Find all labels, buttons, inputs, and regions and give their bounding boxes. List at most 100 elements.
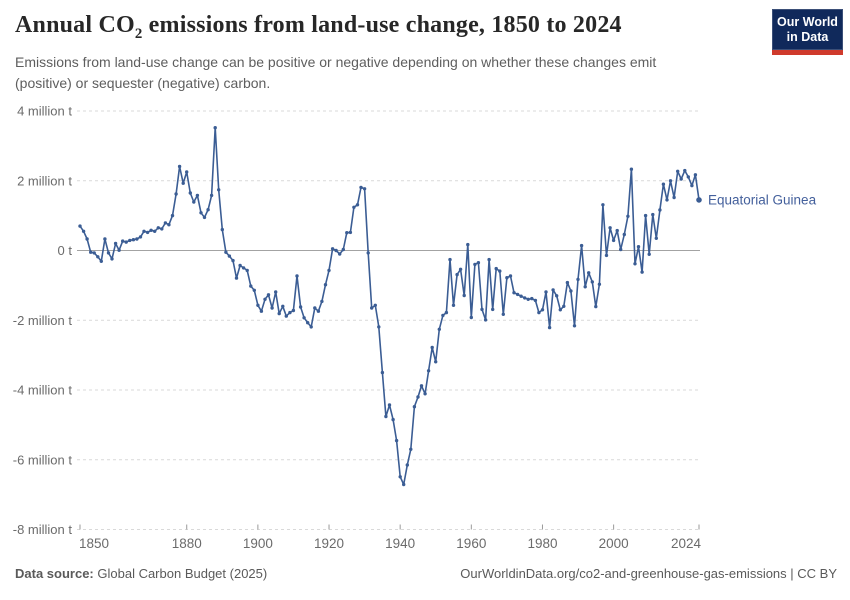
data-source: Data source: Global Carbon Budget (2025) xyxy=(15,566,267,581)
data-point-marker xyxy=(633,262,637,266)
data-point-marker xyxy=(316,309,321,313)
data-point-marker xyxy=(658,208,662,212)
data-point-marker xyxy=(498,269,502,273)
title-prefix: Annual CO xyxy=(15,12,135,38)
data-point-marker xyxy=(266,293,271,297)
data-point-marker xyxy=(89,250,93,254)
data-point-marker xyxy=(444,310,449,315)
data-point-marker xyxy=(131,238,136,242)
data-point-marker xyxy=(537,310,541,315)
data-point-marker xyxy=(569,289,573,293)
data-point-marker xyxy=(405,463,409,467)
data-point-marker xyxy=(380,370,385,375)
x-axis-tick-label: 1920 xyxy=(314,536,344,551)
data-point-marker xyxy=(135,237,139,241)
data-point-marker xyxy=(270,306,274,310)
data-point-marker xyxy=(217,188,221,192)
data-point-marker xyxy=(619,247,623,252)
data-point-marker xyxy=(167,223,171,227)
data-point-marker xyxy=(284,314,288,318)
data-point-marker xyxy=(441,313,445,318)
data-point-marker xyxy=(672,195,676,200)
data-point-marker xyxy=(562,304,566,308)
y-axis-tick-label: -2 million t xyxy=(13,313,73,328)
data-point-marker xyxy=(608,226,612,230)
data-point-marker xyxy=(448,257,452,262)
data-point-marker xyxy=(683,168,687,173)
data-point-marker xyxy=(81,229,86,233)
data-point-marker xyxy=(597,282,602,286)
data-point-marker xyxy=(384,414,388,419)
data-point-marker xyxy=(622,232,626,237)
data-point-marker xyxy=(110,257,114,261)
data-point-marker xyxy=(320,299,324,304)
chart-subtitle: Emissions from land-use change can be po… xyxy=(15,52,735,94)
data-point-marker xyxy=(224,250,228,254)
data-point-marker xyxy=(359,185,363,190)
data-point-marker xyxy=(195,193,200,198)
y-axis-tick-label: -6 million t xyxy=(13,452,73,467)
source-link[interactable]: OurWorldinData.org/co2-and-greenhouse-ga… xyxy=(460,566,837,581)
data-point-marker xyxy=(387,403,392,407)
data-point-marker xyxy=(274,290,278,294)
data-point-marker xyxy=(92,251,96,255)
data-point-marker xyxy=(288,310,292,315)
data-point-marker xyxy=(345,231,349,235)
data-point-marker xyxy=(576,277,580,282)
data-point-marker xyxy=(530,296,534,301)
data-point-marker xyxy=(615,228,619,233)
data-point-marker xyxy=(416,395,420,399)
data-point-marker xyxy=(306,321,310,325)
data-point-marker xyxy=(668,179,673,183)
data-point-marker xyxy=(121,239,125,243)
data-point-marker xyxy=(690,183,694,188)
data-point-marker xyxy=(676,169,680,173)
data-point-marker xyxy=(370,306,374,310)
data-point-marker xyxy=(533,298,538,303)
y-axis-tick-label: 0 t xyxy=(58,243,73,258)
data-point-marker xyxy=(426,369,431,373)
data-point-marker xyxy=(199,211,203,215)
data-point-marker xyxy=(85,237,89,241)
x-axis-tick-label: 2024 xyxy=(671,536,702,551)
y-axis-tick-label: -4 million t xyxy=(13,383,73,398)
data-point-marker xyxy=(654,236,658,240)
data-point-marker xyxy=(188,191,192,195)
data-point-marker xyxy=(181,181,185,185)
data-point-marker xyxy=(505,276,509,280)
data-point-marker xyxy=(348,230,353,235)
data-point-marker xyxy=(391,417,395,422)
data-point-marker xyxy=(227,254,232,258)
data-point-marker xyxy=(626,214,630,218)
data-point-marker xyxy=(149,228,153,232)
data-source-value: Global Carbon Budget (2025) xyxy=(97,566,268,581)
chart-footer: Data source: Global Carbon Budget (2025)… xyxy=(15,566,837,581)
data-point-marker xyxy=(412,405,417,409)
data-point-marker xyxy=(579,243,584,248)
data-point-marker xyxy=(263,297,267,301)
data-point-marker xyxy=(519,294,523,298)
subtitle-line-2: (positive) or sequester (negative) carbo… xyxy=(15,75,271,91)
data-point-marker xyxy=(185,170,189,174)
data-point-marker xyxy=(643,213,648,218)
data-point-marker xyxy=(352,205,356,209)
data-point-marker xyxy=(437,327,441,331)
data-point-marker xyxy=(693,173,698,177)
data-point-marker xyxy=(138,235,143,239)
series-label-equatorial-guinea: Equatorial Guinea xyxy=(708,192,817,207)
data-point-marker xyxy=(587,271,591,275)
page-title: Annual CO2 emissions from land-use chang… xyxy=(15,12,755,43)
data-point-marker xyxy=(309,325,313,329)
data-point-marker xyxy=(487,257,491,262)
data-point-marker xyxy=(455,272,459,277)
data-point-marker xyxy=(494,266,498,271)
data-point-marker xyxy=(523,296,527,300)
data-point-marker xyxy=(209,193,214,198)
data-point-marker xyxy=(124,240,128,244)
data-point-marker xyxy=(512,291,516,295)
data-point-marker xyxy=(192,200,196,204)
data-point-marker xyxy=(103,237,107,241)
data-point-marker xyxy=(355,203,360,207)
data-point-marker xyxy=(153,229,157,233)
